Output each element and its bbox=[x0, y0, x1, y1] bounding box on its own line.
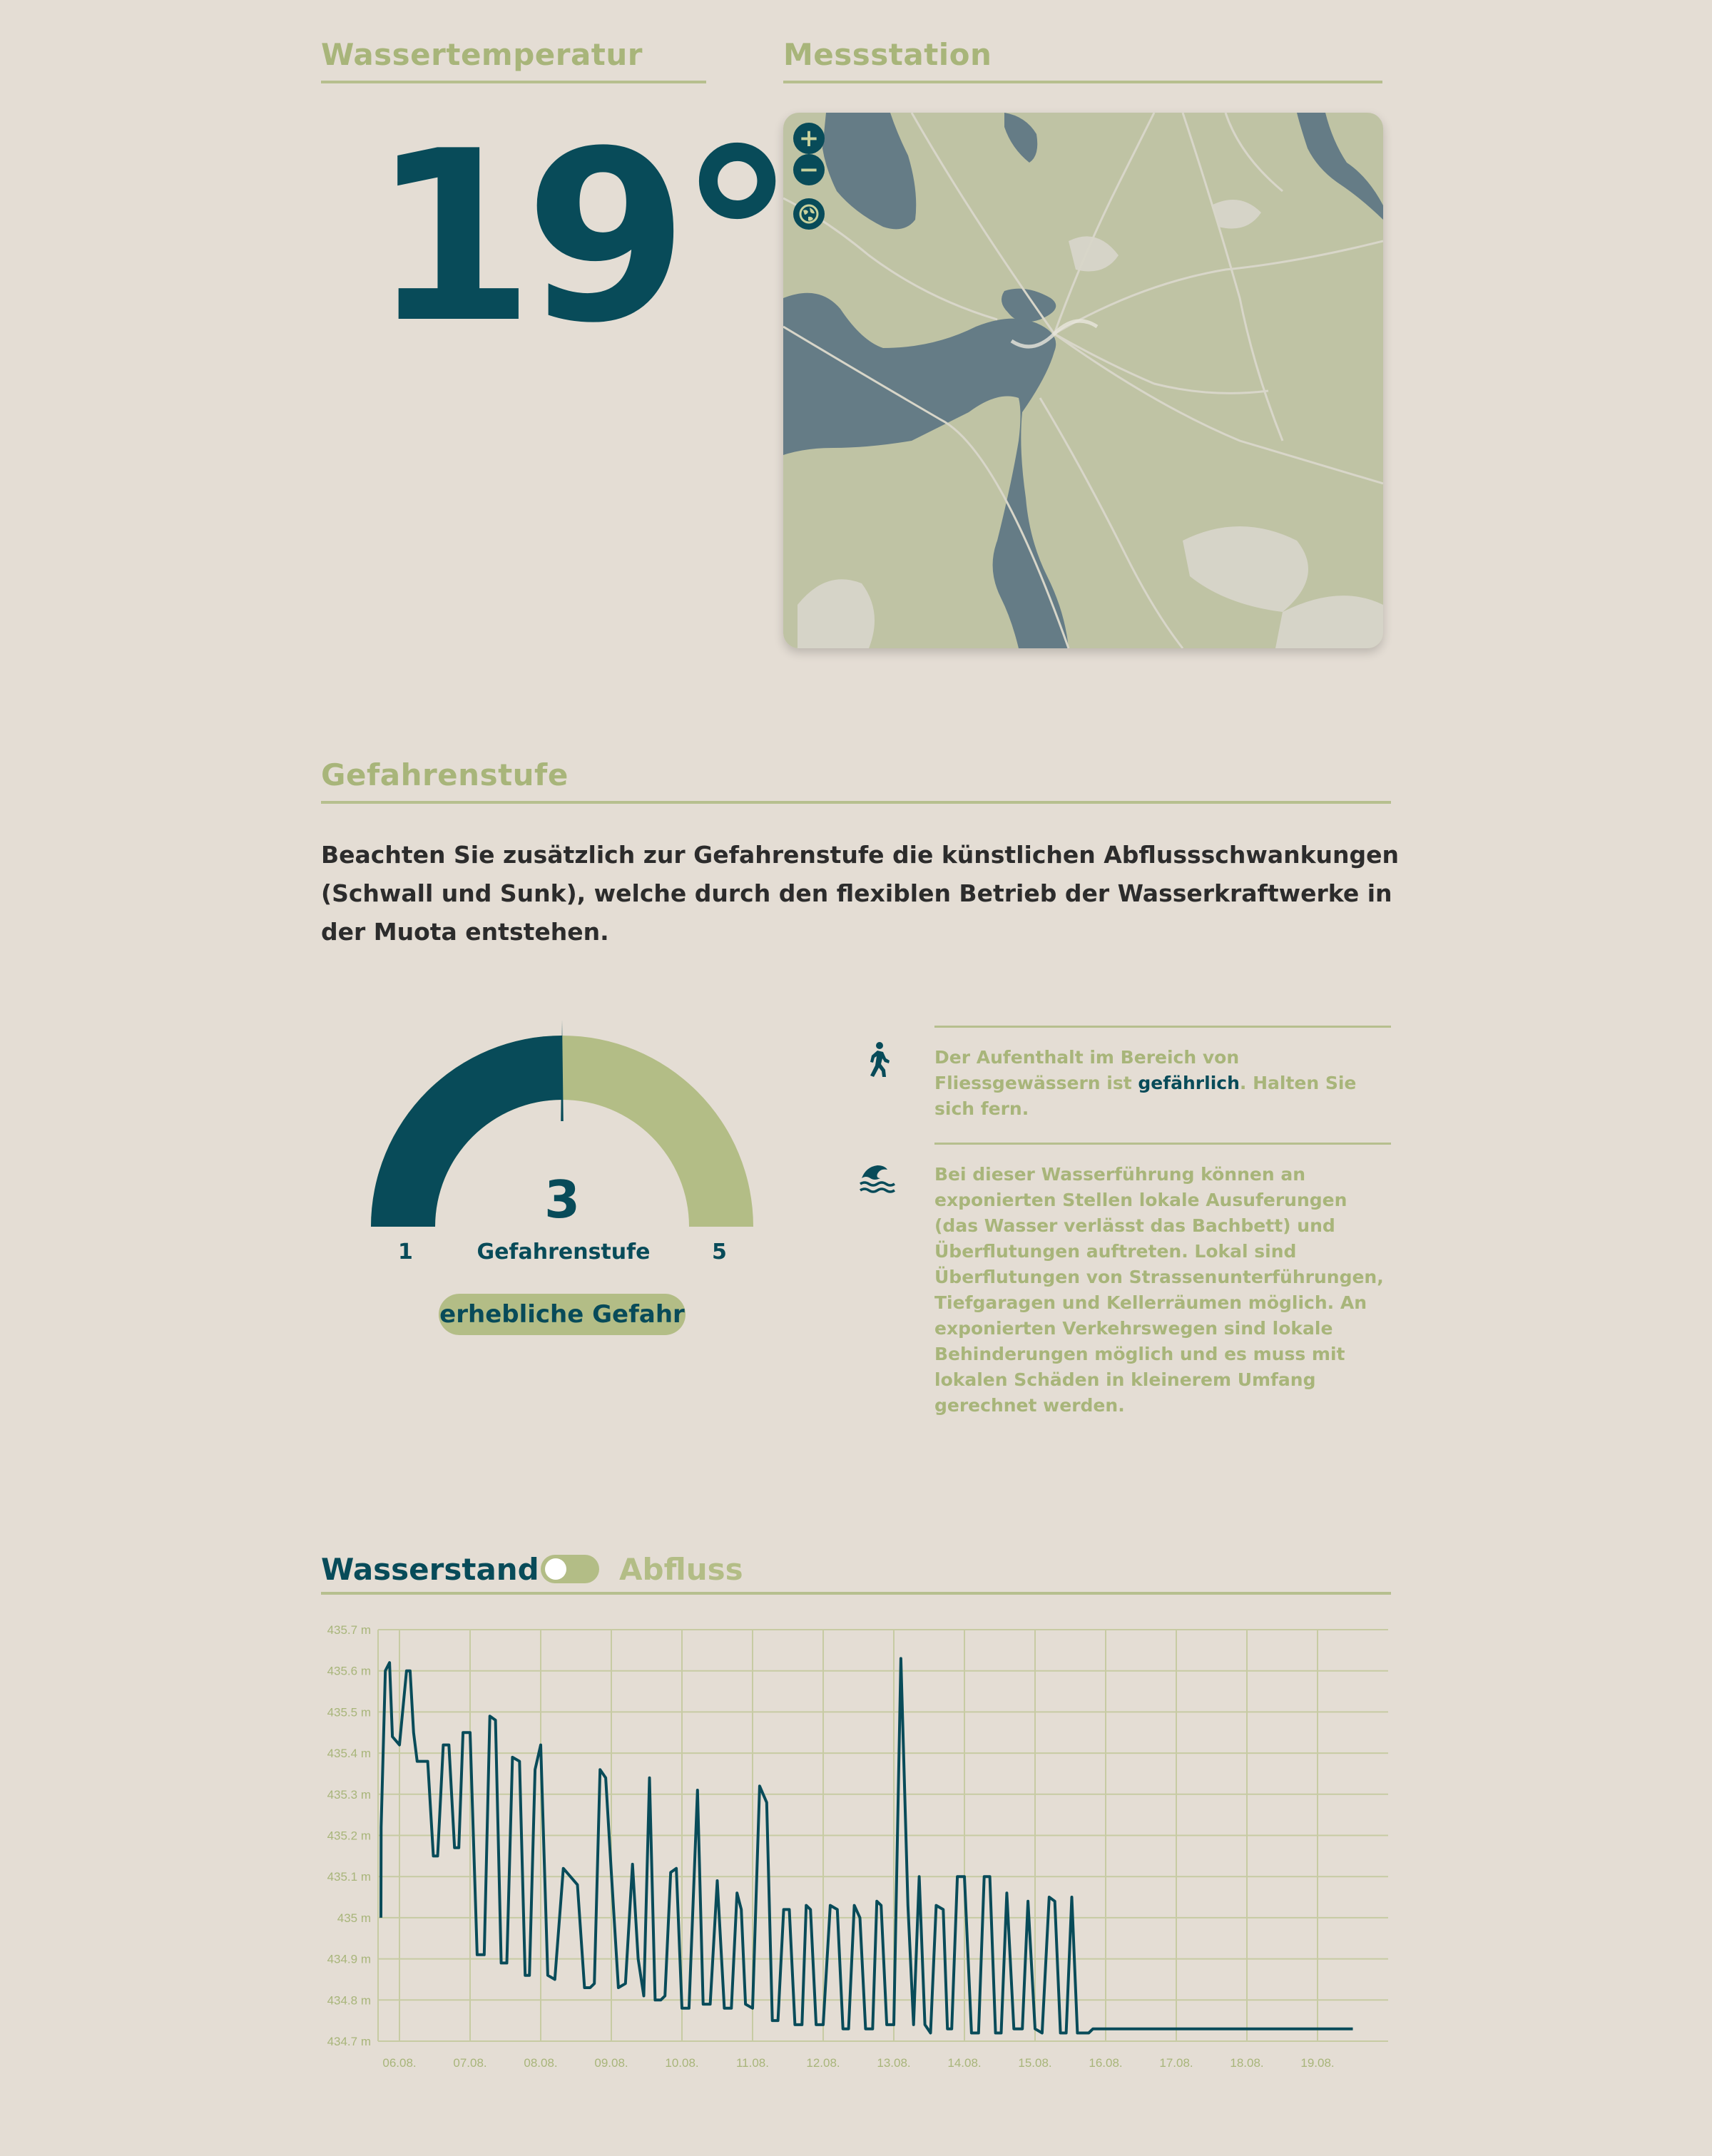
x-tick-label: 12.08. bbox=[806, 2056, 840, 2070]
x-tick-label: 18.08. bbox=[1230, 2056, 1263, 2070]
globe-icon[interactable] bbox=[793, 198, 825, 230]
chart-grid bbox=[377, 1629, 1388, 2042]
x-tick-label: 06.08. bbox=[382, 2056, 416, 2070]
chart-x-ticks: 06.08. 07.08. 08.08. 09.08. 10.08. 11.08. 12.0… bbox=[382, 2056, 1334, 2070]
y-tick-label: 435.3 m bbox=[327, 1788, 371, 1802]
info-block-flooding: Bei dieser Wasserführung können an expon… bbox=[934, 1143, 1391, 1419]
info-text-stay-part1: Der Aufenthalt im Bereich von Fliessgewä… bbox=[934, 1047, 1240, 1093]
station-map[interactable]: + − bbox=[783, 113, 1383, 648]
x-tick-label: 07.08. bbox=[453, 2056, 486, 2070]
info-text-flooding: Bei dieser Wasserführung können an expon… bbox=[934, 1164, 1384, 1416]
x-tick-label: 09.08. bbox=[594, 2056, 628, 2070]
globe-icon-graphic bbox=[799, 204, 819, 224]
zoom-in-button[interactable]: + bbox=[793, 123, 825, 154]
y-tick-label: 434.8 m bbox=[327, 1993, 371, 2007]
chart-header: Wasserstand Abfluss bbox=[321, 1549, 1391, 1595]
x-tick-label: 13.08. bbox=[877, 2056, 910, 2070]
chart-y-ticks: 434.7 m 434.8 m 434.9 m 435 m 435.1 m 435.2 m… bbox=[327, 1623, 371, 2048]
y-tick-label: 435.4 m bbox=[327, 1747, 371, 1760]
walking-person-icon bbox=[870, 1042, 890, 1077]
temperature-heading: Wassertemperatur bbox=[321, 37, 706, 83]
x-tick-label: 14.08. bbox=[947, 2056, 981, 2070]
info-text-stay-part2: . Halten Sie sich fern. bbox=[934, 1073, 1357, 1119]
gauge-min-label: 1 bbox=[398, 1240, 413, 1265]
temperature-value: 19° bbox=[371, 101, 796, 374]
y-tick-label: 434.9 m bbox=[327, 1953, 371, 1966]
y-tick-label: 435.7 m bbox=[327, 1623, 371, 1637]
gauge-max-label: 5 bbox=[712, 1240, 727, 1265]
gauge-fill bbox=[371, 1036, 562, 1227]
tab-discharge[interactable]: Abfluss bbox=[619, 1552, 743, 1587]
water-level-line bbox=[379, 1657, 1353, 2035]
info-text-stay: Der Aufenthalt im Bereich von Fliessgewä… bbox=[934, 1028, 1391, 1122]
y-tick-label: 435 m bbox=[337, 1911, 371, 1925]
y-tick-label: 435.1 m bbox=[327, 1870, 371, 1884]
zoom-out-button[interactable]: − bbox=[793, 154, 825, 185]
y-tick-label: 434.7 m bbox=[327, 2035, 371, 2048]
x-tick-label: 16.08. bbox=[1089, 2056, 1122, 2070]
flood-wave-icon bbox=[860, 1165, 895, 1193]
gauge-caption: Gefahrenstufe bbox=[477, 1240, 651, 1265]
station-heading: Messstation bbox=[783, 37, 1382, 83]
danger-gauge bbox=[371, 1020, 753, 1227]
y-tick-label: 435.5 m bbox=[327, 1705, 371, 1719]
toggle-knob bbox=[545, 1558, 566, 1580]
x-tick-label: 17.08. bbox=[1159, 2056, 1193, 2070]
y-tick-label: 435.2 m bbox=[327, 1829, 371, 1843]
y-tick-label: 435.6 m bbox=[327, 1665, 371, 1678]
danger-note: Beachten Sie zusätzlich zur Gefahrenstuf… bbox=[321, 841, 1400, 946]
danger-heading: Gefahrenstufe bbox=[321, 757, 1391, 804]
x-tick-label: 15.08. bbox=[1018, 2056, 1051, 2070]
water-level-chart: 434.7 m 434.8 m 434.9 m 435 m 435.1 m 435.2 m… bbox=[327, 1623, 1388, 2070]
info-text-highlight: gefährlich bbox=[1138, 1073, 1240, 1093]
x-tick-label: 11.08. bbox=[736, 2056, 769, 2070]
level-flow-toggle[interactable] bbox=[541, 1555, 599, 1583]
gauge-level-value: 3 bbox=[544, 1170, 581, 1230]
x-tick-label: 19.08. bbox=[1300, 2056, 1334, 2070]
gauge-needle bbox=[561, 1020, 564, 1122]
info-block-stay: Der Aufenthalt im Bereich von Fliessgewä… bbox=[934, 1026, 1391, 1122]
tab-water-level[interactable]: Wasserstand bbox=[321, 1552, 539, 1587]
map-canvas[interactable] bbox=[783, 113, 1383, 648]
x-tick-label: 08.08. bbox=[524, 2056, 557, 2070]
danger-level-badge: erhebliche Gefahr bbox=[439, 1294, 686, 1335]
x-tick-label: 10.08. bbox=[665, 2056, 698, 2070]
